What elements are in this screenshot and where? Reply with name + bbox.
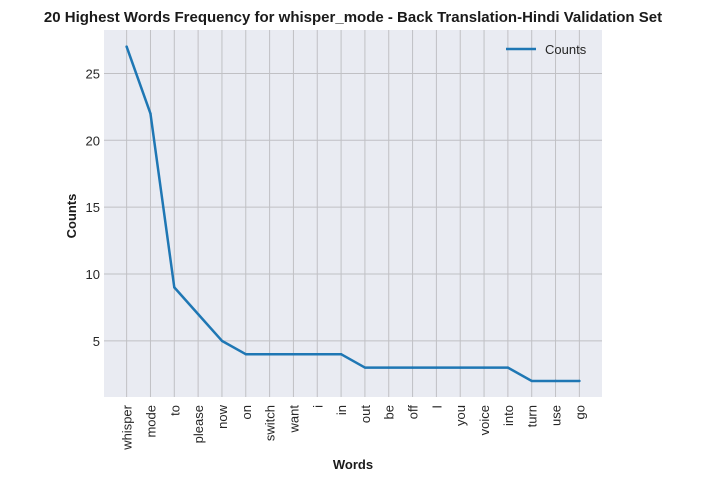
- y-axis-label: Counts: [64, 194, 79, 239]
- data-point: [339, 353, 343, 356]
- x-tick-label: into: [501, 405, 516, 426]
- data-point: [244, 353, 247, 356]
- x-tick-label: out: [358, 405, 373, 423]
- x-axis-label: Words: [333, 457, 373, 472]
- data-point: [125, 45, 128, 48]
- x-tick-label: you: [453, 405, 468, 426]
- data-point: [411, 366, 414, 369]
- plot-area: [104, 30, 602, 397]
- x-tick-label: want: [286, 405, 301, 434]
- data-point: [292, 353, 295, 356]
- data-point: [435, 366, 438, 369]
- series-line-counts: [125, 45, 581, 383]
- x-tick-label: whisper: [120, 404, 135, 450]
- x-tick-label: i: [310, 405, 325, 408]
- x-tick-label: on: [239, 405, 254, 419]
- y-tick-label: 25: [86, 66, 100, 81]
- x-tick-label: to: [167, 405, 182, 416]
- data-point: [530, 379, 533, 383]
- y-tick-label: 5: [93, 334, 100, 349]
- data-point: [196, 312, 200, 316]
- legend-label: Counts: [545, 42, 587, 57]
- data-point: [268, 353, 271, 356]
- x-tick-label: use: [549, 405, 564, 426]
- chart-title: 20 Highest Words Frequency for whisper_m…: [44, 9, 662, 26]
- x-tick-label: I: [429, 405, 444, 409]
- x-tick-label: now: [215, 404, 230, 428]
- x-tick-label: mode: [143, 405, 158, 438]
- series-layer: [125, 45, 581, 383]
- data-point: [363, 366, 367, 369]
- grid-lines: [104, 30, 602, 397]
- y-tick-label: 10: [86, 267, 100, 282]
- x-tick-label: off: [406, 405, 421, 420]
- y-tick-label: 15: [86, 200, 100, 215]
- x-tick-label: voice: [477, 405, 492, 435]
- data-point: [459, 366, 462, 369]
- data-point: [578, 379, 581, 383]
- data-point: [554, 379, 557, 383]
- y-tick-label: 20: [86, 133, 100, 148]
- data-point: [482, 366, 486, 369]
- x-tick-label: please: [191, 405, 206, 443]
- x-axis-ticks: whisper mode to please now on switch want i in out…: [120, 404, 588, 450]
- x-tick-label: switch: [263, 405, 278, 441]
- data-point: [149, 112, 152, 115]
- y-axis-ticks: 5 10 15 20 25: [86, 66, 100, 348]
- data-point: [387, 366, 390, 369]
- legend: Counts: [506, 42, 587, 57]
- x-tick-label: be: [382, 405, 397, 419]
- data-point: [316, 353, 319, 356]
- data-point: [506, 366, 510, 369]
- x-tick-label: in: [334, 405, 349, 415]
- x-tick-label: go: [572, 405, 587, 419]
- data-point: [220, 339, 224, 343]
- data-point: [173, 286, 176, 289]
- x-tick-label: turn: [525, 405, 540, 427]
